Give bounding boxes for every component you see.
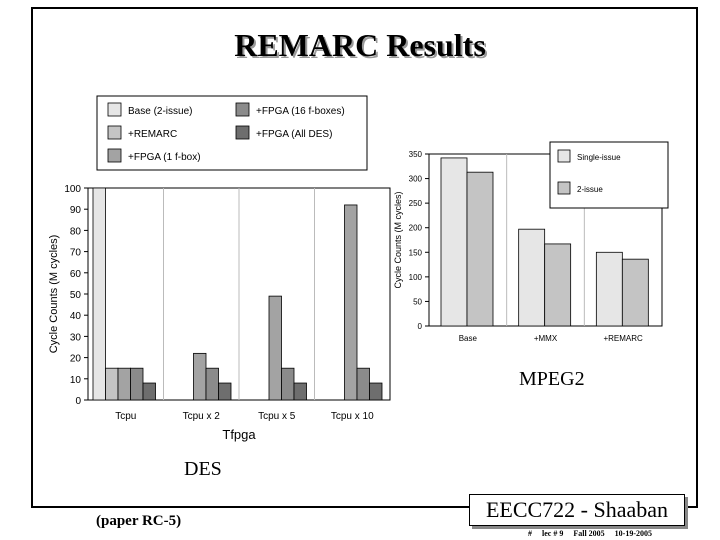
mpeg2-y-tick-label: 200 [409, 224, 423, 233]
des-x-tick-label: Tcpu [115, 411, 136, 422]
des-legend-swatch [235, 102, 250, 117]
course-footer: EECC722 - Shaaban [469, 494, 685, 526]
des-bar [142, 382, 156, 401]
des-legend-label: +FPGA (1 f-box) [128, 152, 201, 163]
mpeg2-y-tick-label: 300 [409, 175, 423, 184]
des-y-tick-label: 0 [75, 396, 81, 407]
mpeg2-y-tick-label: 100 [409, 273, 423, 282]
mpeg2-legend-label: 2-issue [577, 185, 603, 194]
mpeg2-bar [440, 157, 468, 327]
des-bar [281, 367, 295, 401]
footer-term: Fall 2005 [573, 529, 605, 538]
des-legend-swatch [107, 125, 122, 140]
des-y-tick-label: 30 [70, 332, 82, 343]
mpeg2-bar [466, 171, 494, 327]
des-x-tick-label: Tcpu x 2 [183, 411, 221, 422]
des-x-tick-label: Tcpu x 5 [258, 411, 296, 422]
mpeg2-y-tick-label: 50 [413, 297, 422, 306]
mpeg2-x-tick-label: +REMARC [603, 334, 643, 343]
des-y-tick-label: 100 [64, 184, 81, 195]
des-caption: DES [184, 458, 222, 480]
des-bar [105, 367, 119, 401]
mpeg2-y-tick-label: 0 [418, 322, 423, 331]
des-bar [193, 352, 207, 401]
des-bar [218, 382, 232, 401]
mpeg2-x-tick-label: Base [459, 334, 478, 343]
des-bar [356, 367, 370, 401]
footer-slide-number: # [528, 529, 532, 538]
des-legend-box [96, 95, 368, 171]
des-legend-swatch [107, 102, 122, 117]
mpeg2-legend-swatch [557, 149, 571, 163]
des-legend-label: Base (2-issue) [128, 106, 192, 117]
mpeg2-y-tick-label: 350 [409, 150, 423, 159]
mpeg2-y-axis-label: Cycle Counts (M cycles) [393, 191, 403, 288]
mpeg2-caption: MPEG2 [519, 368, 585, 390]
des-y-tick-label: 70 [70, 248, 82, 259]
paper-reference: (paper RC-5) [96, 513, 182, 529]
mpeg2-legend-swatch [557, 181, 571, 195]
footer-date: 10-19-2005 [614, 529, 652, 538]
des-legend-label: +REMARC [128, 129, 177, 140]
mpeg2-y-tick-label: 250 [409, 199, 423, 208]
des-bar [268, 295, 282, 401]
mpeg2-y-tick-label: 150 [409, 248, 423, 257]
des-y-axis-label: Cycle Counts (M cycles) [48, 235, 60, 354]
des-y-tick-label: 80 [70, 226, 82, 237]
des-x-tick-label: Tcpu x 10 [331, 411, 374, 422]
mpeg2-legend-label: Single-issue [577, 153, 621, 162]
des-legend-swatch [235, 125, 250, 140]
footer-info: # lec # 9 Fall 2005 10-19-2005 [528, 529, 660, 538]
mpeg2-legend-box [549, 141, 669, 209]
des-bar [369, 382, 383, 401]
mpeg2-bar [595, 251, 623, 327]
des-y-tick-label: 40 [70, 311, 82, 322]
footer-lecture: lec # 9 [542, 529, 564, 538]
des-bar [117, 367, 131, 401]
des-bar [130, 367, 144, 401]
mpeg2-bar [518, 228, 546, 327]
des-bar [205, 367, 219, 401]
des-bar [293, 382, 307, 401]
des-y-tick-label: 90 [70, 205, 82, 216]
des-bar [344, 204, 358, 401]
mpeg2-bar [544, 243, 572, 327]
des-y-tick-label: 10 [70, 375, 82, 386]
des-legend-label: +FPGA (16 f-boxes) [256, 106, 345, 117]
des-y-tick-label: 60 [70, 269, 82, 280]
slide-frame [31, 7, 698, 508]
mpeg2-bar [621, 258, 649, 327]
des-y-tick-label: 50 [70, 290, 82, 301]
mpeg2-x-tick-label: +MMX [534, 334, 558, 343]
slide-title: REMARC Results [234, 27, 486, 63]
des-bar [92, 187, 106, 401]
des-legend-swatch [107, 148, 122, 163]
des-x-axis-label: Tfpga [222, 427, 256, 442]
des-y-tick-label: 20 [70, 354, 82, 365]
des-legend-label: +FPGA (All DES) [256, 129, 332, 140]
